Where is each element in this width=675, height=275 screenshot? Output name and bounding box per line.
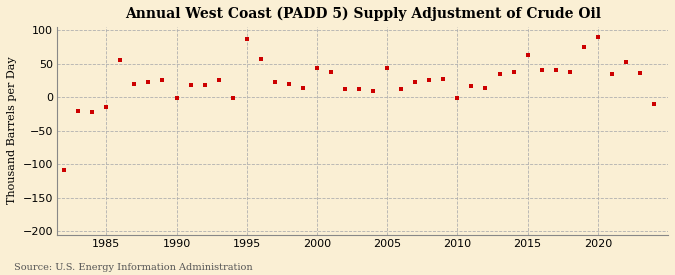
Point (242, 37, 252, 42)
Point (620, 59, 631, 64)
Point (157, 78, 168, 82)
Point (522, 53, 533, 57)
Point (143, 80, 154, 84)
Point (368, 89, 379, 93)
Point (438, 77, 449, 81)
Point (284, 81, 294, 86)
Point (255, 57, 266, 61)
Point (536, 68, 547, 73)
Point (171, 96, 182, 100)
Point (227, 96, 238, 100)
Point (45, 209, 55, 213)
Point (73, 108, 84, 113)
Point (87, 110, 98, 114)
Point (550, 68, 561, 73)
Point (634, 71, 645, 75)
Point (508, 70, 519, 75)
Point (312, 66, 323, 70)
Point (480, 86, 491, 90)
Point (269, 80, 280, 84)
Point (410, 80, 421, 84)
Point (115, 58, 126, 62)
Point (396, 87, 406, 91)
Point (59, 167, 70, 172)
Point (494, 72, 505, 76)
Point (466, 84, 477, 89)
Point (340, 87, 350, 91)
Point (354, 87, 364, 91)
Point (185, 83, 196, 87)
Point (129, 81, 140, 86)
Point (606, 72, 617, 76)
Point (593, 35, 603, 39)
Point (649, 102, 659, 106)
Point (199, 83, 210, 87)
Point (382, 65, 393, 70)
Y-axis label: Thousand Barrels per Day: Thousand Barrels per Day (7, 57, 17, 205)
Point (298, 86, 308, 90)
Point (578, 45, 589, 49)
Text: Source: U.S. Energy Information Administration: Source: U.S. Energy Information Administ… (14, 263, 252, 272)
Point (564, 69, 575, 74)
Point (213, 78, 224, 82)
Point (101, 105, 112, 109)
Point (424, 78, 435, 82)
Point (325, 69, 336, 74)
Point (452, 96, 463, 100)
Title: Annual West Coast (PADD 5) Supply Adjustment of Crude Oil: Annual West Coast (PADD 5) Supply Adjust… (125, 7, 601, 21)
